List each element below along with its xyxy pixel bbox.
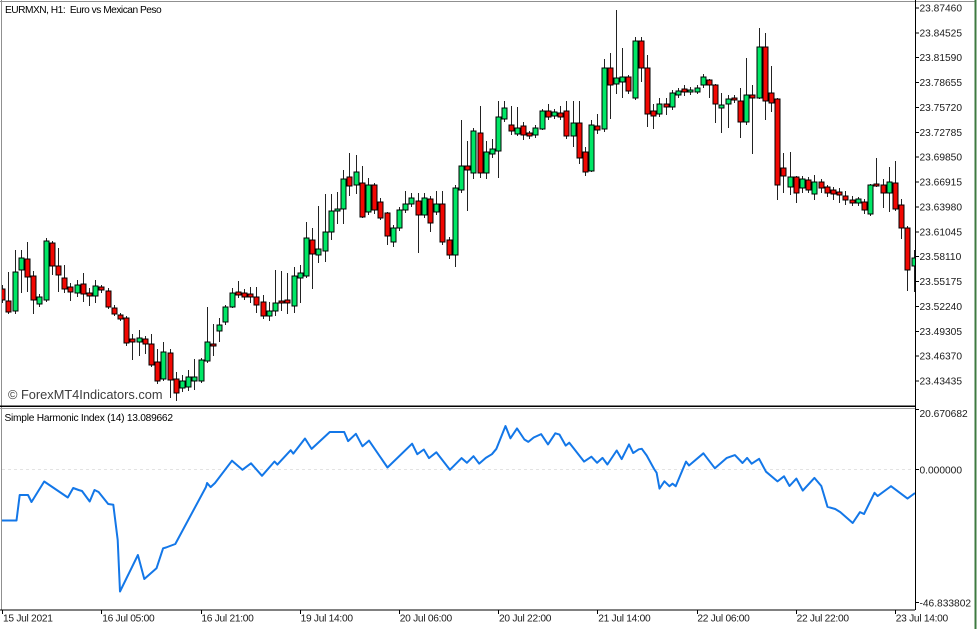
svg-text:23.43435: 23.43435 [920,377,963,388]
svg-text:23.78655: 23.78655 [920,78,963,89]
svg-text:15 Jul 2021: 15 Jul 2021 [3,614,53,625]
svg-text:© ForexMT4Indicators.com: © ForexMT4Indicators.com [8,387,163,402]
svg-text:16 Jul 05:00: 16 Jul 05:00 [102,614,155,625]
svg-text:23.69850: 23.69850 [920,153,963,164]
svg-text:-46.833802: -46.833802 [920,599,972,610]
svg-text:23.55175: 23.55175 [920,277,963,288]
svg-text:19 Jul 14:00: 19 Jul 14:00 [301,614,354,625]
svg-text:23.58110: 23.58110 [920,252,962,263]
svg-text:Simple Harmonic Index (14) 13.: Simple Harmonic Index (14) 13.089662 [5,413,174,424]
svg-text:23.87460: 23.87460 [920,4,963,15]
svg-text:23.49305: 23.49305 [920,327,963,338]
svg-text:23.52240: 23.52240 [920,302,963,313]
svg-text:23.81590: 23.81590 [920,53,963,64]
svg-text:22 Jul 06:00: 22 Jul 06:00 [697,614,750,625]
svg-text:0.000000: 0.000000 [920,466,963,477]
svg-text:20 Jul 22:00: 20 Jul 22:00 [499,614,552,625]
svg-text:23 Jul 14:00: 23 Jul 14:00 [896,614,949,625]
svg-text:22 Jul 22:00: 22 Jul 22:00 [797,614,850,625]
svg-text:23.61045: 23.61045 [920,227,963,238]
svg-text:20 Jul 06:00: 20 Jul 06:00 [400,614,453,625]
svg-text:EURMXN, H1: Euro vs Mexican P: EURMXN, H1: Euro vs Mexican Peso [5,5,162,16]
svg-text:20.670682: 20.670682 [920,409,968,420]
svg-text:23.84525: 23.84525 [920,28,963,39]
svg-text:23.66915: 23.66915 [920,178,963,189]
svg-text:23.63980: 23.63980 [920,202,963,213]
svg-text:23.46370: 23.46370 [920,352,963,363]
svg-text:16 Jul 21:00: 16 Jul 21:00 [201,614,254,625]
svg-text:23.72785: 23.72785 [920,128,963,139]
svg-text:23.75720: 23.75720 [920,103,963,114]
svg-text:21 Jul 14:00: 21 Jul 14:00 [598,614,651,625]
